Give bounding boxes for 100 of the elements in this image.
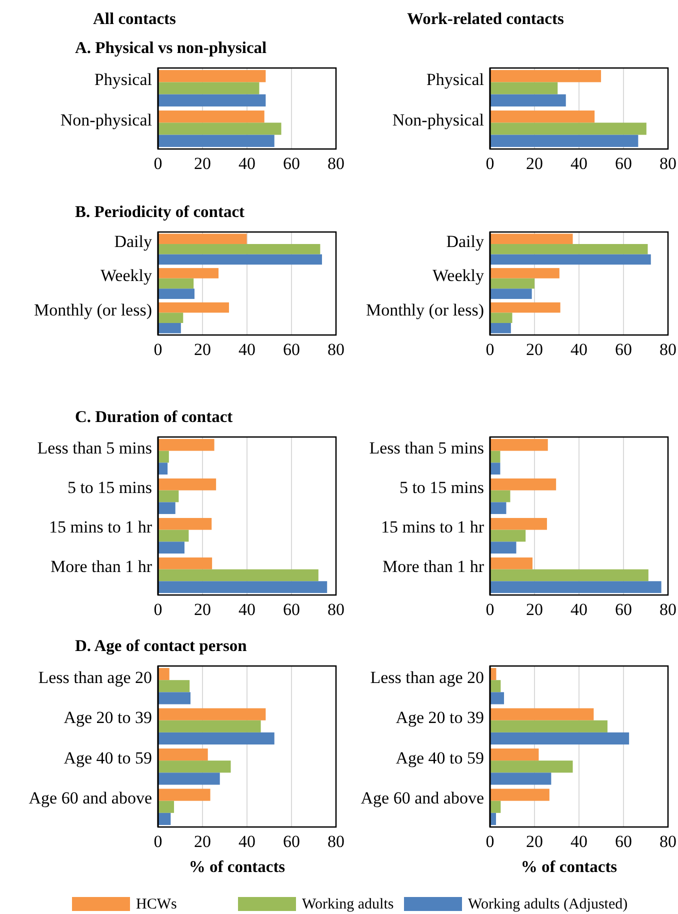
bar — [490, 720, 608, 732]
x-tick-label: 20 — [194, 600, 211, 619]
y-tick-label: 5 to 15 mins — [399, 478, 484, 498]
bar — [158, 788, 210, 801]
bar — [490, 478, 556, 490]
y-tick-label: Physical — [94, 70, 152, 89]
y-tick-label: 15 mins to 1 hr — [381, 518, 484, 537]
bar — [158, 812, 171, 825]
y-tick-label: Age 20 to 39 — [64, 708, 152, 728]
bar — [158, 244, 320, 254]
y-tick-label: More than 1 hr — [50, 557, 152, 576]
bar — [158, 82, 260, 94]
bar — [490, 772, 552, 785]
x-tick-label: 40 — [570, 154, 588, 173]
x-tick-label: 40 — [238, 340, 256, 359]
bar — [158, 668, 170, 680]
bar — [490, 732, 630, 744]
y-tick-label: Less than age 20 — [38, 668, 152, 687]
bar — [490, 268, 560, 278]
x-tick-label: 80 — [660, 600, 676, 619]
bar — [490, 312, 512, 323]
bar — [490, 557, 532, 570]
y-tick-label: Non-physical — [60, 110, 152, 130]
y-tick-label: Weekly — [100, 266, 152, 286]
bar — [158, 569, 318, 582]
bar — [158, 234, 247, 244]
bar — [490, 254, 651, 265]
y-tick-label: 15 mins to 1 hr — [49, 518, 152, 537]
x-tick-label: 40 — [570, 832, 588, 851]
bar — [490, 134, 638, 147]
bar — [158, 800, 174, 813]
x-tick-label: 60 — [615, 832, 632, 851]
x-tick-label: 20 — [526, 600, 543, 619]
x-tick-label: 0 — [486, 832, 494, 851]
x-tick-label: 20 — [526, 340, 543, 359]
bar — [158, 122, 282, 135]
x-tick-label: 60 — [283, 154, 300, 173]
bar — [490, 244, 648, 254]
x-tick-label: 60 — [615, 600, 632, 619]
bar — [158, 557, 212, 570]
x-tick-label: 80 — [660, 832, 676, 851]
y-tick-label: Age 60 and above — [360, 788, 484, 808]
bar — [490, 760, 573, 773]
x-tick-label: 60 — [283, 340, 300, 359]
x-tick-label: 0 — [486, 340, 494, 359]
x-tick-label: 80 — [328, 832, 344, 851]
bar — [490, 322, 511, 334]
x-tick-label: 40 — [570, 340, 588, 359]
y-tick-label: 5 to 15 mins — [67, 478, 152, 498]
x-tick-label: 40 — [238, 154, 256, 173]
bar — [490, 234, 573, 244]
bar — [158, 312, 184, 323]
bar — [490, 94, 566, 106]
bar — [490, 708, 594, 720]
bar — [490, 518, 547, 530]
bar — [490, 110, 595, 123]
y-tick-label: Daily — [446, 232, 484, 251]
y-tick-label: More than 1 hr — [382, 557, 484, 576]
y-tick-label: Less than 5 mins — [369, 438, 484, 458]
bar — [158, 760, 231, 773]
bar — [158, 478, 216, 490]
x-tick-label: 0 — [154, 340, 162, 359]
bar — [158, 732, 274, 744]
chart-subtitle: A. Physical vs non-physical — [75, 38, 268, 57]
bar — [490, 581, 662, 594]
chart-title: D. Age of contact person — [75, 636, 247, 655]
x-tick-label: 20 — [194, 154, 211, 173]
y-tick-label: Less than age 20 — [370, 668, 484, 687]
y-tick-label: Monthly (or less) — [366, 300, 484, 320]
x-tick-label: 0 — [486, 154, 494, 173]
x-tick-label: 60 — [283, 600, 300, 619]
x-tick-label: 80 — [660, 340, 676, 359]
bar — [490, 122, 646, 135]
bar — [490, 692, 504, 704]
x-tick-label: 0 — [154, 832, 162, 851]
x-tick-label: 20 — [526, 154, 543, 173]
bar — [158, 490, 179, 502]
bar — [158, 94, 266, 106]
bar — [490, 302, 560, 313]
y-tick-label: Weekly — [432, 266, 484, 286]
x-tick-label: 80 — [660, 154, 676, 173]
x-tick-label: 80 — [328, 154, 344, 173]
bar — [158, 680, 190, 692]
bar — [158, 462, 168, 475]
bar — [490, 530, 526, 542]
chart-title: Work-related contacts — [407, 8, 564, 28]
bar — [158, 581, 328, 594]
bar — [490, 542, 516, 554]
x-tick-label: 20 — [526, 832, 543, 851]
bar — [158, 268, 219, 278]
bar — [490, 748, 539, 761]
legend-label: Working adults (Adjusted) — [468, 896, 628, 912]
legend-label: Working adults — [302, 896, 394, 912]
bar — [490, 278, 534, 289]
bar — [158, 302, 229, 313]
bar — [490, 502, 506, 514]
chart-title: B. Periodicity of contact — [75, 202, 246, 221]
bar — [158, 134, 274, 147]
x-tick-label: 40 — [570, 600, 588, 619]
bar — [490, 438, 548, 451]
